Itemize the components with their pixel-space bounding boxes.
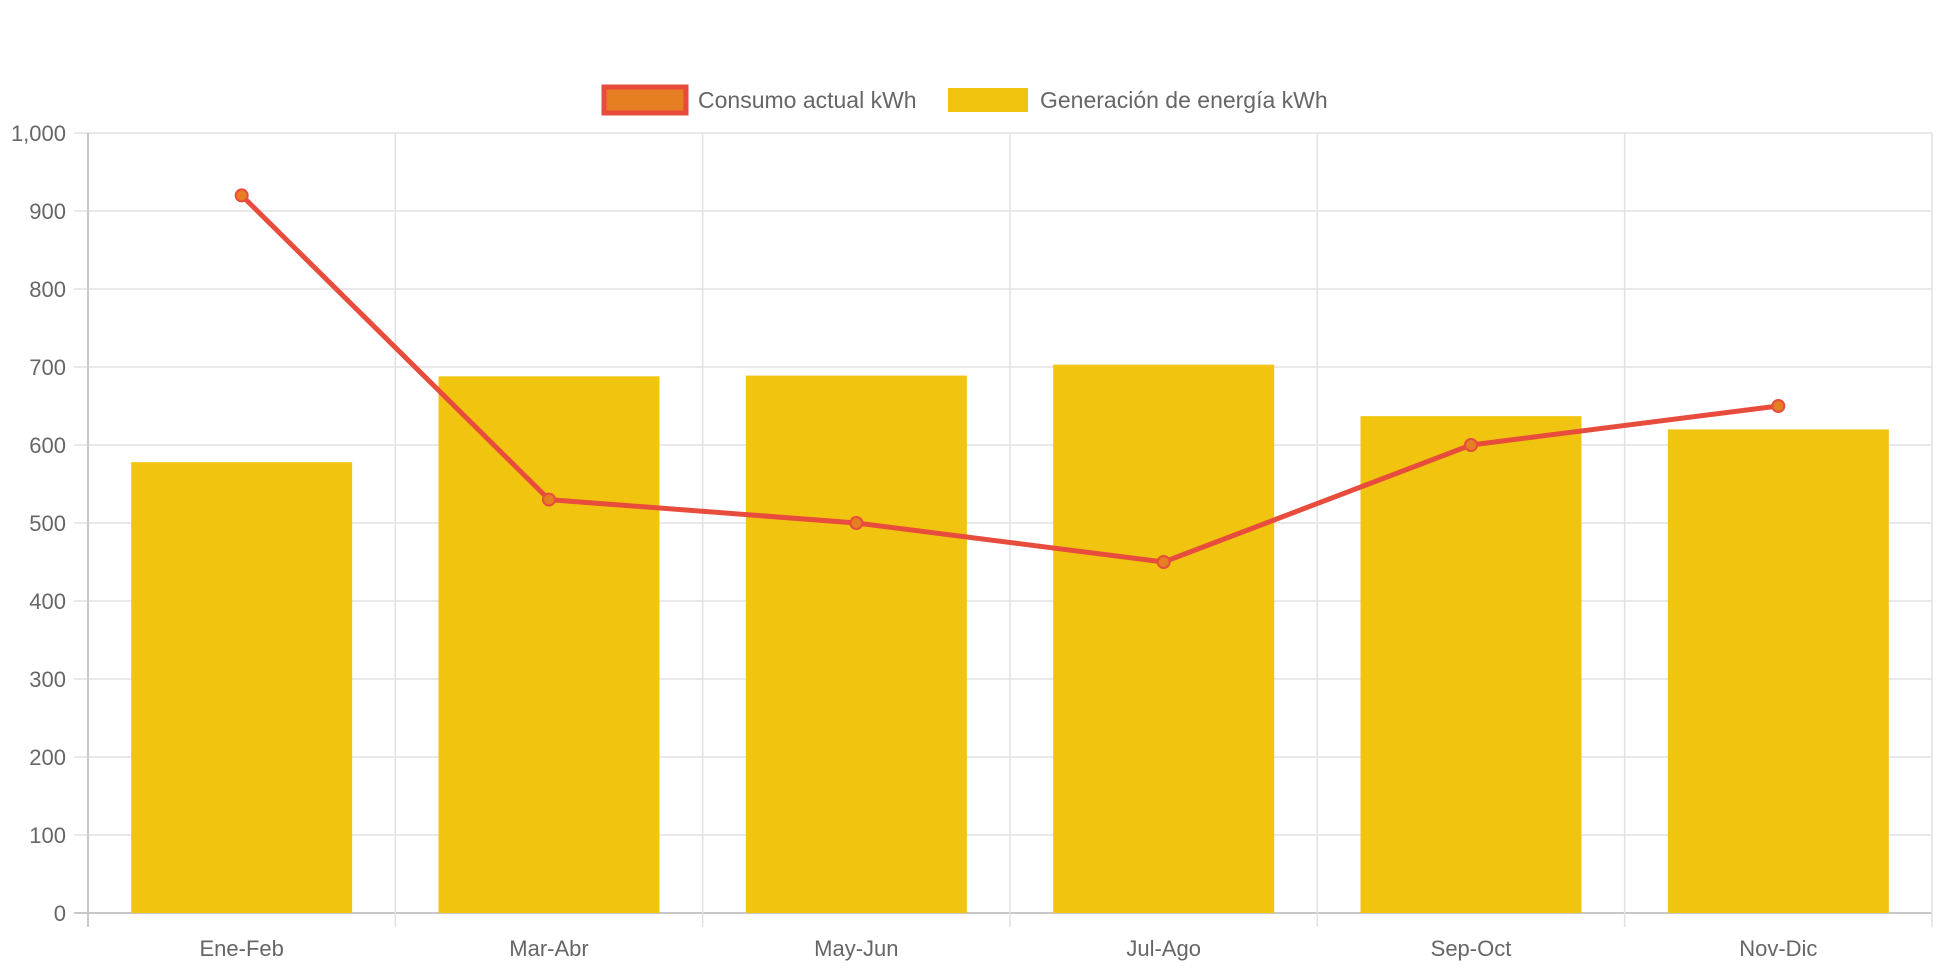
line-series	[234, 188, 1786, 569]
x-axis-tick-labels: Ene-Feb Mar-Abr May-Jun Jul-Ago Sep-Oct Nov-D…	[199, 936, 1817, 961]
y-tick-label: 600	[29, 433, 66, 458]
point-sep-oct[interactable]	[1464, 438, 1478, 452]
line-consumo	[239, 192, 1781, 565]
legend-swatch-consumo	[601, 84, 689, 116]
point-may-jun[interactable]	[849, 516, 864, 530]
point-mar-abr[interactable]	[542, 492, 556, 507]
bar-nov-dic[interactable]	[1667, 429, 1889, 913]
legend-item-consumo[interactable]: Consumo actual kWh	[601, 84, 917, 116]
bar-series	[131, 364, 1889, 914]
y-tick-label: 1,000	[11, 121, 66, 146]
grid-lines	[74, 132, 1933, 927]
point-ene-feb[interactable]	[234, 188, 249, 203]
legend-label-consumo: Consumo actual kWh	[698, 87, 917, 113]
y-axis-tick-labels: 0 100 200 300 400 500 600 700 800 900 1,000	[11, 121, 66, 926]
y-tick-label: 400	[29, 589, 66, 614]
bar-ene-feb[interactable]	[131, 462, 353, 913]
x-tick-label: Jul-Ago	[1126, 936, 1201, 961]
bar-mar-abr[interactable]	[438, 376, 660, 913]
x-tick-label: Nov-Dic	[1739, 936, 1817, 961]
bar-may-jun[interactable]	[745, 375, 967, 914]
legend-item-generacion[interactable]: Generación de energía kWh	[948, 87, 1328, 113]
point-jul-ago[interactable]	[1156, 555, 1171, 569]
bar-jul-ago[interactable]	[1053, 364, 1275, 913]
y-tick-label: 700	[29, 355, 66, 380]
x-tick-label: Sep-Oct	[1431, 936, 1512, 961]
legend-swatch-generacion	[948, 88, 1028, 112]
point-nov-dic[interactable]	[1771, 399, 1786, 413]
y-tick-label: 300	[29, 667, 66, 692]
y-tick-label: 100	[29, 823, 66, 848]
legend-label-generacion: Generación de energía kWh	[1040, 87, 1328, 113]
bar-sep-oct[interactable]	[1360, 416, 1582, 913]
y-tick-label: 500	[29, 511, 66, 536]
x-tick-label: Ene-Feb	[199, 936, 283, 961]
x-tick-label: May-Jun	[814, 936, 898, 961]
y-tick-label: 800	[29, 277, 66, 302]
y-tick-label: 900	[29, 199, 66, 224]
y-tick-label: 0	[54, 901, 66, 926]
legend: Consumo actual kWh Generación de energía…	[601, 84, 1328, 116]
x-tick-label: Mar-Abr	[509, 936, 588, 961]
y-tick-label: 200	[29, 745, 66, 770]
